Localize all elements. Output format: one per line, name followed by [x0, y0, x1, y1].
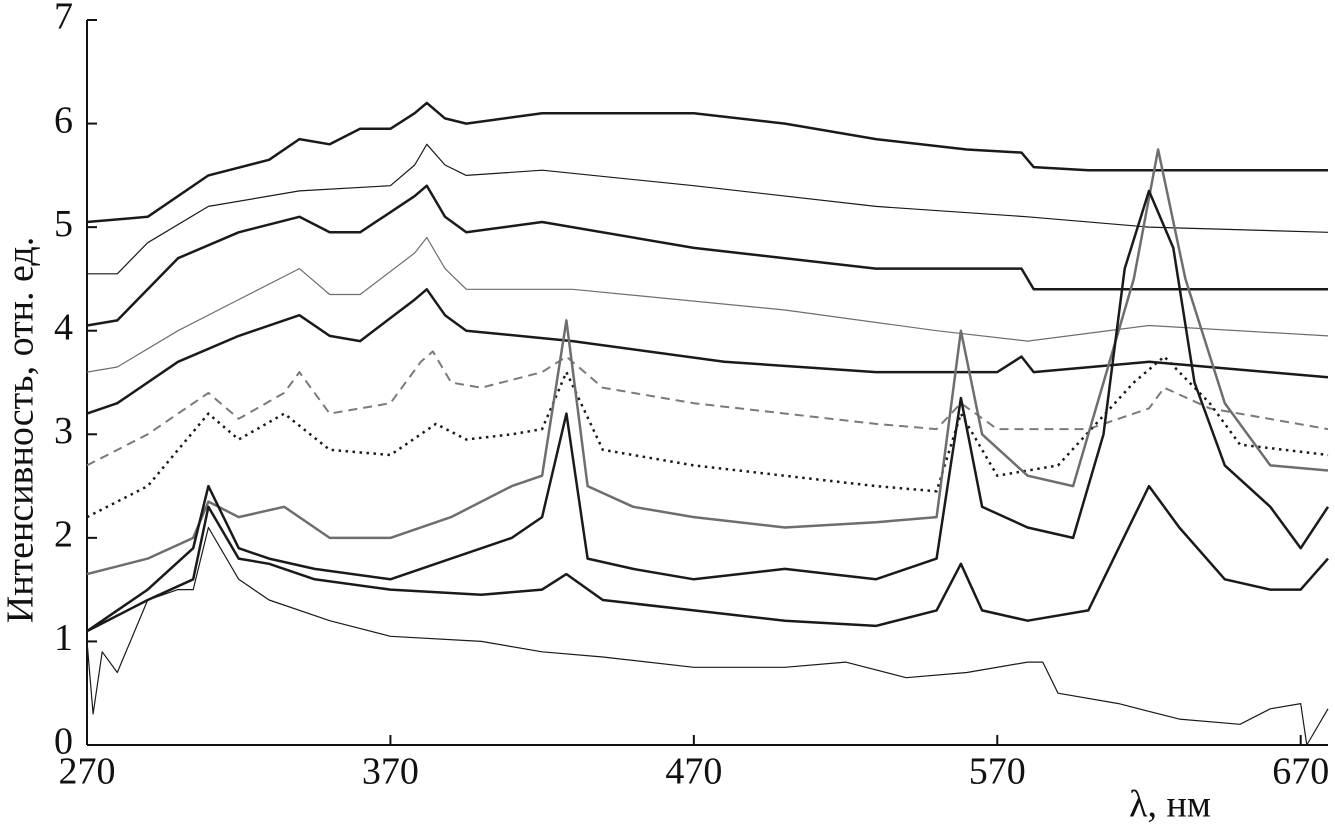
- y-tick-label: 1: [54, 617, 73, 659]
- y-tick-label: 4: [54, 306, 73, 348]
- spectrum-line: [86, 526, 1329, 746]
- y-tick-label: 0: [54, 721, 73, 763]
- y-tick-label: 3: [54, 410, 73, 452]
- spectrum-line: [86, 148, 1329, 576]
- x-tick-label: 470: [665, 751, 722, 793]
- spectrum-line: [86, 189, 1330, 633]
- x-axis-label: λ, нм: [1129, 784, 1211, 826]
- spectrum-line: [86, 350, 1329, 467]
- spectrum-line: [86, 184, 1328, 327]
- y-axis-label: Интенсивность, отн. ед.: [0, 237, 42, 623]
- y-tick-label: 5: [54, 203, 73, 245]
- spectrum-line: [87, 143, 1329, 275]
- spectrum-line: [86, 101, 1328, 224]
- spectrum-line: [86, 288, 1329, 415]
- x-tick-label: 670: [1272, 751, 1329, 793]
- x-tick-label: 570: [969, 751, 1026, 793]
- spectrum-line: [86, 355, 1329, 519]
- y-tick-label: 2: [54, 514, 73, 556]
- spectrum-line: [86, 236, 1329, 373]
- y-tick-label: 6: [54, 99, 73, 141]
- x-tick-label: 370: [362, 751, 419, 793]
- x-tick-label: 270: [59, 751, 116, 793]
- y-tick-label: 7: [54, 0, 73, 38]
- spectrum-line: [86, 484, 1329, 633]
